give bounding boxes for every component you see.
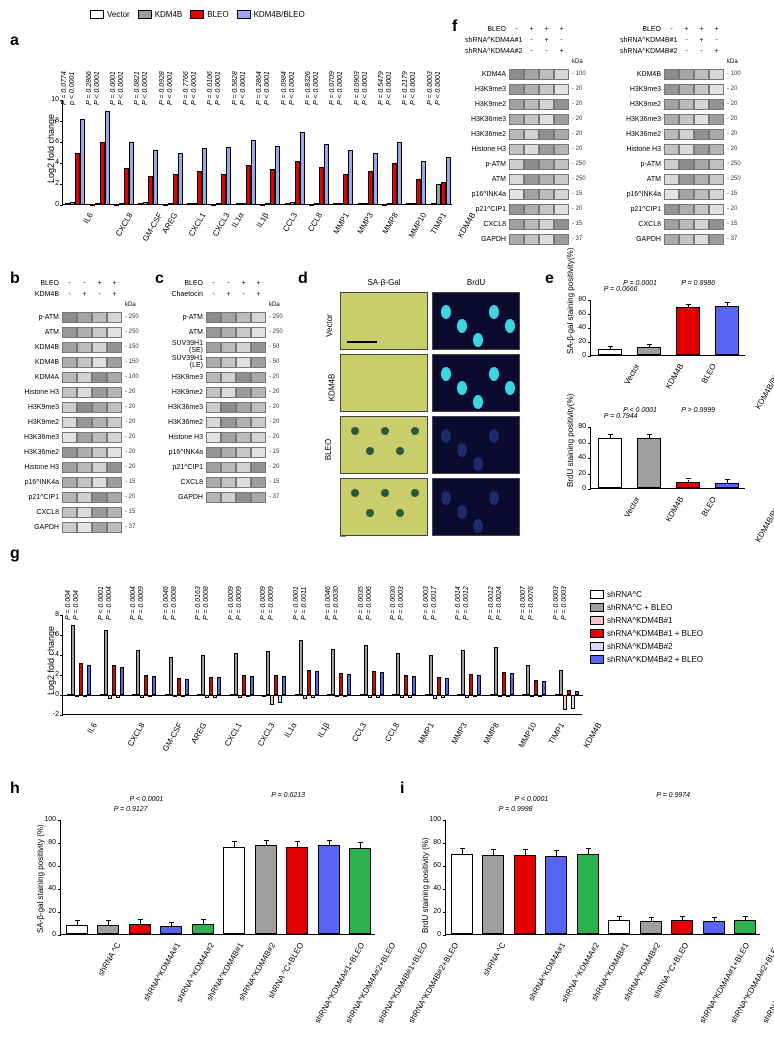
panel-label-f: f (452, 18, 457, 36)
panel-g-chart: Log2 fold change-202468IL6P = 0.004P = 0… (42, 555, 582, 765)
panel-label-h: h (10, 780, 20, 798)
panel-label-g: g (10, 545, 20, 563)
panel-i-chart: BrdU staining positivity (%)020406080100… (415, 790, 765, 1030)
panel-d-micrographs: SA-β-GalBrdUVectorKDM4BBLEOKDM4B/BLEO (310, 278, 530, 528)
panel-a-chart: Log2 fold change0246810IL6P = 0.0774p < … (42, 40, 452, 250)
panel-label-a: a (10, 32, 19, 50)
panel-f-blots-1: BLEO-+++shRNA^KDM4A#1--+-shRNA^KDM4A#2--… (465, 24, 615, 247)
panel-c-blots: BLEO--++Chaetocin-+-+kDap-ATM- 250ATM- 2… (162, 278, 302, 505)
panel-e-sa-chart: SA-β-gal staining positivity(%)020406080… (560, 278, 750, 388)
panel-b-blots: BLEO--++KDM4B-+-+kDap-ATM- 250ATM- 250KD… (18, 278, 158, 535)
panel-label-e: e (545, 270, 554, 288)
panel-e-brdu-chart: BrdU staining positivity(%)020406080Vect… (560, 405, 750, 535)
panel-h-chart: SA-β-gal staining positivity (%)02040608… (30, 790, 380, 1030)
panel-g-legend: shRNA^CshRNA^C + BLEOshRNA^KDM4B#1shRNA^… (590, 590, 760, 668)
panel-f-blots-2: BLEO-+++shRNA^KDM4B#1--+-shRNA^KDM4B#2--… (620, 24, 770, 247)
panel-a-legend: VectorKDM4BBLEOKDM4B/BLEO (90, 10, 313, 21)
panel-label-i: i (400, 780, 404, 798)
